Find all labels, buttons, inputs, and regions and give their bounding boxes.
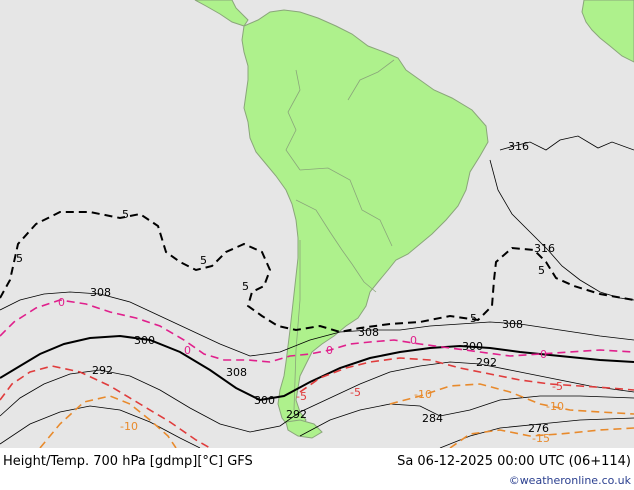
temp-label: 5 [200,254,207,267]
valid-time: Sa 06-12-2025 00:00 UTC (06+114) [397,454,631,469]
temp-label: 0 [58,296,65,309]
height-label: 300 [462,340,483,353]
temp-label: -10 [414,388,432,401]
temperature-labels: 5 5 5 5 5 5 0 0 0 0 0 -5 -5 -10 -10 -10 … [16,208,564,445]
temp-label: 0 [184,344,191,357]
temp-neg15 [449,427,634,448]
land-central-america [194,0,249,27]
country-borders [285,59,395,411]
temp-label: 0 [410,334,417,347]
temp-label: 5 [122,208,129,221]
height-label: 292 [476,356,497,369]
temp-label: -5 [350,386,361,399]
height-label: 300 [254,394,275,407]
temp-neg10 [39,395,177,448]
contour-300 [0,334,634,402]
temperature-contours [0,211,634,448]
credit-link[interactable]: ©weatheronline.co.uk [508,474,631,487]
height-contours [0,135,634,448]
temp-neg5 [0,365,211,448]
height-label: 308 [502,318,523,331]
temp-label: -15 [532,432,550,445]
height-label: 308 [358,326,379,339]
temp-label: 5 [16,252,23,265]
height-label: 316 [534,242,555,255]
height-label: 300 [134,334,155,347]
map-footer: Height/Temp. 700 hPa [gdmp][°C] GFS Sa 0… [0,448,634,490]
height-label: 276 [528,422,549,435]
contour-284-right [299,395,634,437]
temp-label: 5 [242,280,249,293]
height-label: 308 [226,366,247,379]
temp-label: -5 [296,390,307,403]
temp-neg5-right [299,357,634,393]
land-tierra-del-fuego [285,419,323,439]
temp-label: -5 [552,380,563,393]
map-title: Height/Temp. 700 hPa [gdmp][°C] GFS [3,454,253,469]
height-label: 316 [508,140,529,153]
land-south-america [241,9,489,431]
contour-316 [499,135,634,151]
map-canvas: 316 316 308 308 308 308 300 300 300 292 … [0,0,634,448]
temp-5-left [0,211,634,334]
weather-map: 316 316 308 308 308 308 300 300 300 292 … [0,0,634,448]
temp-0 [0,299,634,363]
height-label: 292 [286,408,307,421]
temp-label: 5 [538,264,545,277]
temp-label: 0 [326,344,333,357]
land-africa [581,0,634,63]
contour-284 [0,405,201,448]
height-label: 292 [92,364,113,377]
temp-label: 5 [470,312,477,325]
temp-neg10-right [389,383,634,415]
height-label: 308 [90,286,111,299]
contour-308 [0,291,634,357]
contour-292 [0,361,634,433]
contour-316-lower [489,159,634,301]
height-label: 284 [422,412,443,425]
temp-label: -10 [546,400,564,413]
temp-label: 0 [540,348,547,361]
temp-label: -10 [120,420,138,433]
height-labels: 316 316 308 308 308 308 300 300 300 292 … [90,140,555,435]
